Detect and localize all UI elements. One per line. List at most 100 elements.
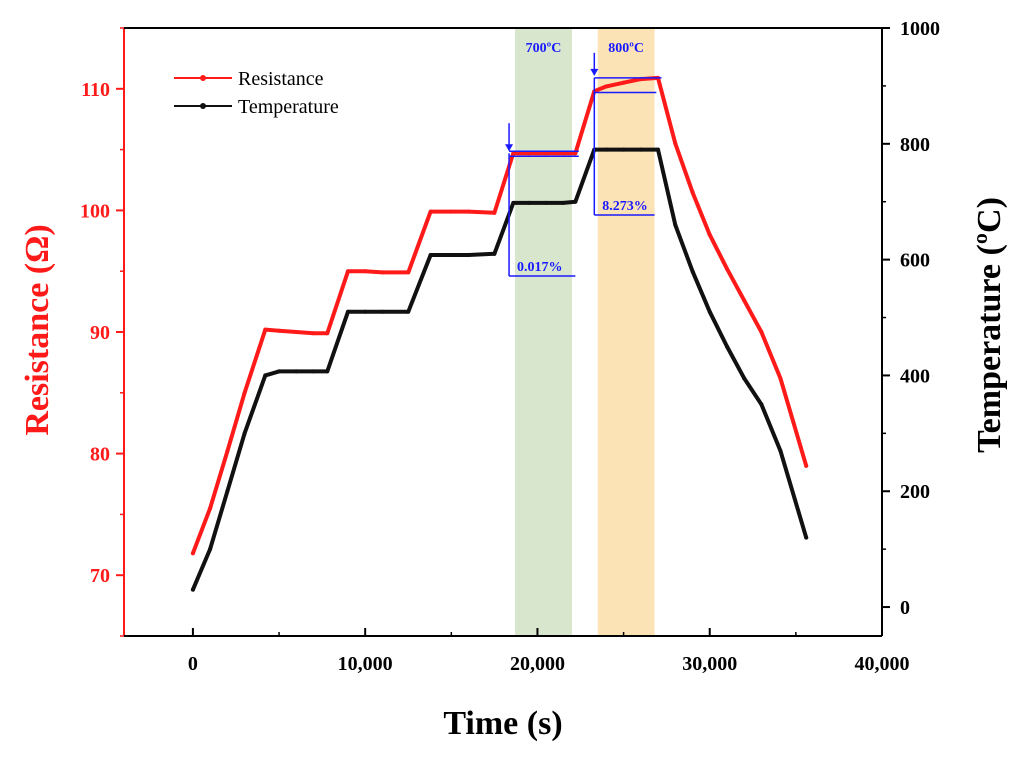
series-point-resistance (325, 331, 330, 336)
series-point-temperature (277, 369, 282, 374)
series-point-resistance (428, 209, 433, 214)
series-point-resistance (345, 269, 350, 274)
legend-resistance-marker (200, 75, 206, 81)
legend-resistance-label: Resistance (238, 68, 324, 90)
band-0 (515, 28, 572, 636)
series-point-resistance (406, 270, 411, 275)
y-left-tick-label: 70 (90, 565, 110, 587)
series-point-resistance (526, 151, 531, 156)
band-1 (597, 28, 655, 636)
series-point-resistance (511, 151, 516, 156)
x-tick-label: 10,000 (338, 653, 393, 675)
series-point-resistance (449, 209, 454, 214)
series-point-temperature (190, 587, 195, 592)
series-layer (190, 75, 809, 592)
series-point-resistance (673, 141, 678, 146)
legend-box (162, 64, 367, 124)
series-point-temperature (466, 252, 471, 257)
series-point-resistance (311, 331, 316, 336)
y-right-axis-title: Temperature (ºC) (971, 197, 1008, 453)
series-point-temperature (673, 222, 678, 227)
series-point-temperature (511, 200, 516, 205)
series-point-temperature (656, 147, 661, 152)
series-point-resistance (380, 270, 385, 275)
series-point-temperature (690, 269, 695, 274)
y-left-tick-label: 110 (81, 79, 110, 101)
series-point-resistance (804, 463, 809, 468)
series-point-temperature (294, 369, 299, 374)
series-point-temperature (225, 489, 230, 494)
y-left-axis-title: Resistance (Ω) (19, 224, 56, 435)
series-point-temperature (208, 547, 213, 552)
series-point-resistance (561, 151, 566, 156)
y-right-tick-label: 400 (900, 365, 930, 387)
series-point-resistance (190, 551, 195, 556)
series-point-temperature (804, 535, 809, 540)
series-point-temperature (492, 251, 497, 256)
series-point-resistance (604, 84, 609, 89)
band-label-1: 800ºC (608, 41, 644, 56)
x-axis-title: Time (s) (443, 705, 562, 742)
series-point-temperature (561, 200, 566, 205)
series-point-temperature (380, 309, 385, 314)
axes-layer: 0 10,000 20,000 30,000 40,000 70 80 90 100 110 0 20… (80, 18, 940, 675)
series-point-temperature (311, 369, 316, 374)
series-point-temperature (742, 376, 747, 381)
series-point-temperature (406, 309, 411, 314)
y-right-tick-label: 1000 (900, 18, 940, 40)
series-point-temperature (759, 402, 764, 407)
series-point-resistance (707, 232, 712, 237)
x-tick-label: 30,000 (682, 653, 737, 675)
series-point-resistance (778, 376, 783, 381)
series-point-resistance (573, 151, 578, 156)
series-point-resistance (294, 330, 299, 334)
series-point-resistance (742, 298, 747, 303)
series-point-temperature (428, 252, 433, 257)
y-right-tick-label: 800 (900, 134, 930, 156)
series-point-temperature (325, 369, 330, 374)
series-point-temperature (263, 373, 268, 378)
series-point-temperature (573, 199, 578, 204)
series-line-temperature (190, 147, 809, 592)
y-left-tick-label: 80 (90, 444, 110, 466)
series-point-temperature (526, 200, 531, 205)
series-point-temperature (363, 309, 368, 314)
series-point-temperature (604, 147, 609, 152)
series-point-resistance (242, 390, 247, 395)
band-label-0: 700ºC (526, 41, 562, 56)
y-right-tick-label: 200 (900, 481, 930, 503)
x-tick-label: 40,000 (855, 653, 910, 675)
legend-temperature-label: Temperature (238, 96, 339, 118)
series-point-resistance (363, 269, 368, 274)
annot-arrow-700-head (505, 144, 514, 152)
series-point-temperature (242, 431, 247, 436)
legend: Resistance Temperature (162, 64, 367, 124)
series-point-resistance (759, 330, 764, 334)
annot-label-700: 0.017% (517, 260, 563, 275)
y-left-tick-label: 100 (80, 200, 110, 222)
series-point-resistance (690, 190, 695, 195)
x-tick-label: 20,000 (510, 653, 565, 675)
legend-temperature-marker (200, 103, 206, 109)
series-point-temperature (778, 448, 783, 453)
annot-arrow-800-head (590, 68, 599, 76)
series-point-resistance (263, 327, 268, 332)
series-point-resistance (621, 80, 626, 85)
bands-layer: 700ºC 800ºC (515, 28, 655, 636)
series-point-resistance (724, 266, 729, 271)
annot-label-800: 8.273% (602, 199, 648, 214)
y-right-tick-label: 600 (900, 250, 930, 272)
series-point-resistance (208, 506, 213, 511)
x-tick-label: 0 (188, 653, 198, 675)
series-point-temperature (345, 309, 350, 314)
series-point-resistance (544, 151, 549, 156)
series-point-resistance (466, 209, 471, 214)
y-left-tick-label: 90 (90, 322, 110, 344)
series-line-resistance (190, 75, 809, 556)
series-point-temperature (544, 200, 549, 205)
y-right-tick-label: 0 (900, 597, 910, 619)
series-point-temperature (621, 147, 626, 152)
series-point-temperature (638, 147, 643, 152)
series-point-temperature (724, 344, 729, 349)
